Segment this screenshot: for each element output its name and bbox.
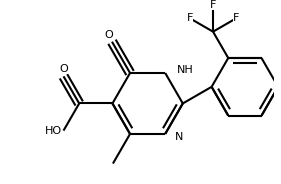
Text: F: F <box>210 0 216 10</box>
Text: O: O <box>59 64 68 74</box>
Text: F: F <box>233 13 239 23</box>
Text: O: O <box>105 30 114 40</box>
Text: HO: HO <box>44 126 62 136</box>
Text: NH: NH <box>177 65 193 75</box>
Text: N: N <box>175 132 183 142</box>
Text: F: F <box>187 13 193 23</box>
